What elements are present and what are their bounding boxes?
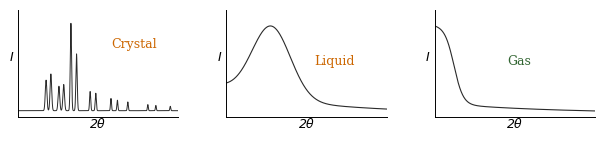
Text: Liquid: Liquid [314, 55, 355, 68]
Y-axis label: I: I [9, 51, 13, 64]
Y-axis label: I: I [426, 51, 430, 64]
X-axis label: 2θ: 2θ [299, 118, 314, 131]
Text: Gas: Gas [507, 55, 531, 68]
Text: Crystal: Crystal [111, 38, 157, 51]
X-axis label: 2θ: 2θ [507, 118, 523, 131]
Y-axis label: I: I [218, 51, 221, 64]
X-axis label: 2θ: 2θ [90, 118, 106, 131]
